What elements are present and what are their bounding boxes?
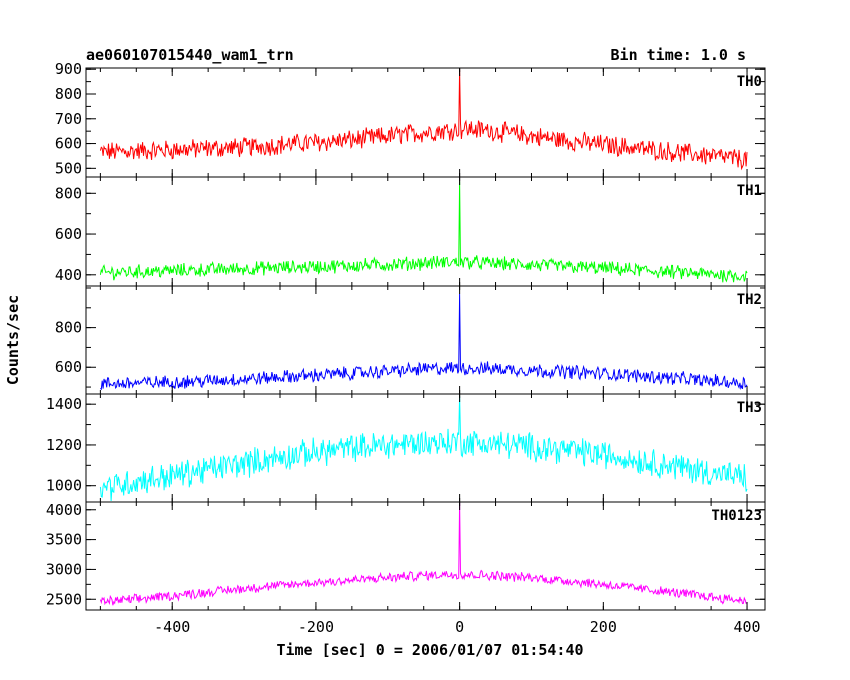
panel-label-th0123: TH0123 bbox=[711, 508, 762, 524]
x-tick-label: -400 bbox=[154, 618, 190, 636]
x-tick-label: 0 bbox=[455, 618, 464, 636]
x-tick-label: -200 bbox=[298, 618, 334, 636]
x-tick-label: 200 bbox=[590, 618, 617, 636]
series-line-th1 bbox=[99, 181, 748, 283]
panel-frame-th0 bbox=[85, 67, 766, 178]
y-tick-label: 3500 bbox=[46, 531, 82, 549]
x-axis-label: Time [sec] 0 = 2006/01/07 01:54:40 bbox=[276, 641, 583, 659]
bin-time-label: Bin time: 1.0 s bbox=[611, 46, 746, 64]
panel-frame-th0123 bbox=[85, 501, 766, 611]
series-line-th2 bbox=[100, 293, 748, 391]
y-tick-label: 800 bbox=[55, 319, 82, 337]
y-tick-label: 600 bbox=[55, 225, 82, 243]
y-tick-label: 800 bbox=[55, 85, 82, 103]
panel-group: 500 600 700 800 900 TH0 400 600 800 TH1 600 800 TH2 1… bbox=[46, 60, 766, 636]
panel-frame-th1 bbox=[85, 176, 766, 287]
series-line-th0123 bbox=[99, 501, 747, 606]
panel-label-th0: TH0 bbox=[737, 74, 762, 90]
y-tick-label: 1200 bbox=[46, 436, 82, 454]
y-tick-label: 1000 bbox=[46, 477, 82, 495]
panel-label-th3: TH3 bbox=[737, 400, 762, 416]
y-tick-label: 3000 bbox=[46, 560, 82, 578]
series-line-th0 bbox=[99, 69, 748, 171]
series-line-th3 bbox=[99, 395, 748, 502]
y-tick-label: 4000 bbox=[46, 501, 82, 519]
y-tick-label: 600 bbox=[55, 135, 82, 153]
panel-frame-th3 bbox=[85, 393, 766, 503]
panel-label-th2: TH2 bbox=[737, 292, 762, 308]
plot-title: ae060107015440_wam1_trn bbox=[86, 46, 294, 64]
y-axis-label: Counts/sec bbox=[4, 295, 22, 385]
y-tick-label: 800 bbox=[55, 184, 82, 202]
y-tick-label: 400 bbox=[55, 266, 82, 284]
y-tick-label: 1400 bbox=[46, 395, 82, 413]
y-tick-label: 600 bbox=[55, 358, 82, 376]
y-tick-label: 2500 bbox=[46, 590, 82, 608]
y-tick-label: 500 bbox=[55, 159, 82, 177]
y-tick-label: 900 bbox=[55, 60, 82, 78]
y-tick-label: 700 bbox=[55, 110, 82, 128]
x-tick-label: 400 bbox=[733, 618, 760, 636]
panel-label-th1: TH1 bbox=[737, 183, 762, 199]
